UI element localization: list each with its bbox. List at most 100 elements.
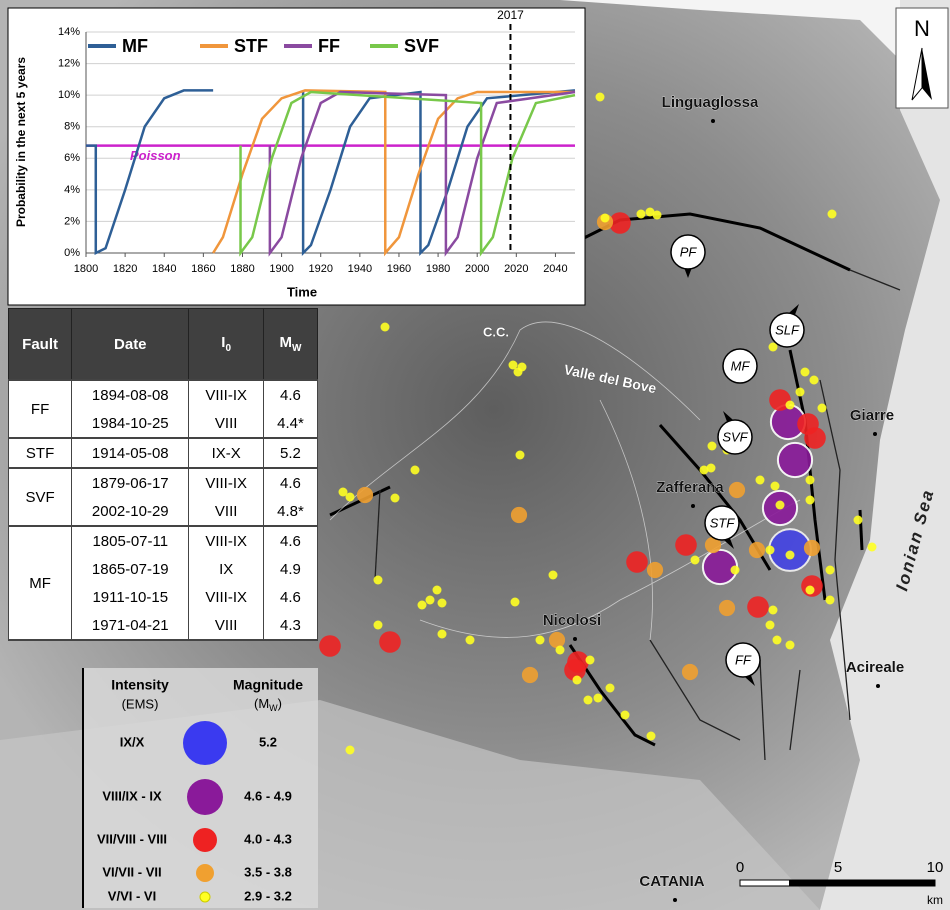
road	[599, 399, 653, 641]
table-cell: 1879-06-17	[71, 467, 190, 497]
earthquake-dot	[785, 550, 795, 560]
header-text: Date	[114, 335, 147, 353]
earthquake-dot	[605, 683, 615, 693]
legend-magnitude: 5.2	[259, 734, 277, 749]
y-tick-label: 0%	[64, 247, 80, 259]
earthquake-dot	[437, 629, 447, 639]
y-tick-label: 14%	[58, 26, 80, 38]
legend-heading: (MW)	[254, 696, 282, 713]
earthquake-dot	[646, 731, 656, 741]
header-row: Fault Date I0 MW	[7, 308, 319, 381]
table-cell: IX-X	[188, 437, 264, 468]
y-tick-label: 2%	[64, 215, 80, 227]
x-tick-label: 1800	[74, 263, 98, 275]
earthquake-dot	[769, 389, 791, 411]
table-row: 1984-10-25 VIII 4.4*	[9, 409, 319, 438]
legend-symbol	[193, 828, 217, 852]
earthquake-dot	[379, 631, 401, 653]
legend-magnitude: 4.6 - 4.9	[244, 788, 292, 803]
header-text: I	[221, 334, 226, 351]
table-cell: 1805-07-11	[71, 525, 190, 555]
series-line	[239, 90, 576, 257]
earthquake-dot	[380, 322, 390, 332]
fault-line	[819, 379, 851, 721]
table-cell: 5.2	[262, 437, 319, 468]
place-label: C.C.	[483, 324, 509, 339]
table-cell: 4.6	[262, 467, 319, 497]
earthquake-dot	[345, 492, 355, 502]
earthquake-dot	[548, 570, 558, 580]
earthquake-dot	[785, 400, 795, 410]
earthquake-dot	[728, 481, 746, 499]
table-row: 1865-07-19 IX 4.9	[9, 555, 319, 583]
place-label: CATANIA	[639, 873, 704, 890]
table-row: 2002-10-29 VIII 4.8*	[9, 497, 319, 526]
table-cell: 1984-10-25	[71, 409, 190, 438]
table-cell: VIII-IX	[188, 525, 264, 555]
earthquake-dot	[747, 596, 769, 618]
earthquake-dot	[626, 551, 648, 573]
legend-intensity: V/VI - VI	[108, 888, 156, 903]
table-cell: 4.6	[262, 525, 319, 555]
table-cell: VIII-IX	[188, 379, 264, 409]
header-cell: MW	[262, 308, 319, 381]
header-cell: Date	[71, 308, 190, 381]
header-text: Fault	[22, 335, 58, 353]
table-cell: 1914-05-08	[71, 437, 190, 468]
legend-symbol	[187, 779, 223, 815]
table-cell: IX	[188, 555, 264, 583]
earthquake-dot	[390, 493, 400, 503]
legend-intensity: VII/VIII - VIII	[97, 831, 167, 846]
chart-frame	[7, 7, 586, 306]
scale-label: 0	[736, 859, 744, 876]
x-tick-label: 1920	[308, 263, 332, 275]
x-tick-label: 1960	[387, 263, 411, 275]
callout	[722, 348, 758, 384]
place-dot	[711, 119, 715, 123]
fault-line	[858, 509, 864, 551]
fault-callout: SVF	[722, 429, 748, 444]
earthquake-dot	[585, 655, 595, 665]
legend-symbol	[199, 891, 211, 903]
earthquake-dot	[805, 495, 815, 505]
x-tick-label: 1820	[113, 263, 137, 275]
marker-label: 2017	[497, 8, 524, 22]
earthquake-dot	[853, 515, 863, 525]
legend-heading: (EMS)	[122, 696, 159, 711]
minor-faults	[374, 269, 901, 761]
unit-part: (M	[254, 696, 269, 711]
table-row: SVF 1879-06-17 VIII-IX 4.6	[7, 467, 319, 526]
earthquake-dot	[800, 367, 810, 377]
y-tick-label: 6%	[64, 152, 80, 164]
earthquake-dot	[373, 620, 383, 630]
legend-symbol	[183, 721, 227, 765]
earthquake-dot	[338, 487, 348, 497]
earthquake-dot	[817, 403, 827, 413]
x-tick-label: 2000	[465, 263, 489, 275]
table-cell: 2002-10-29	[71, 497, 190, 526]
y-tick-label: 10%	[58, 89, 80, 101]
header-text: M	[279, 334, 292, 351]
x-tick-label: 2040	[543, 263, 567, 275]
series-line	[86, 89, 576, 257]
fault-cell: FF	[7, 379, 73, 438]
table-cell: 4.9	[262, 555, 319, 583]
earthquake-dot	[809, 375, 819, 385]
fault-line	[849, 269, 901, 291]
earthquake-dot	[636, 209, 646, 219]
earthquake-dot	[646, 561, 664, 579]
fault-line	[789, 669, 801, 751]
x-tick-label: 1860	[191, 263, 215, 275]
earthquake-dot	[548, 631, 566, 649]
place-dot	[876, 684, 880, 688]
earthquake-dot	[425, 595, 435, 605]
earthquake-dot	[776, 441, 814, 479]
earthquake-dot	[645, 207, 655, 217]
earthquake-dot	[785, 640, 795, 650]
earthquake-dot	[675, 534, 697, 556]
event-table: Fault Date I0 MW FF 1894-08-08 VIII-IX 4.6 1984-…	[7, 308, 319, 641]
table-cell: 4.3	[262, 611, 319, 640]
y-tick-label: 12%	[58, 57, 80, 69]
earthquake-dot	[768, 342, 778, 352]
earthquake-dot	[535, 635, 545, 645]
